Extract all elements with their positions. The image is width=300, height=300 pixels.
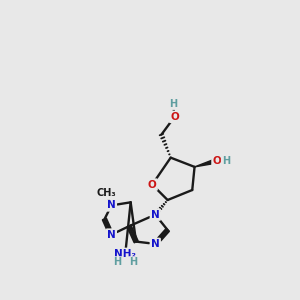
- Text: N: N: [151, 210, 160, 220]
- Text: NH₂: NH₂: [114, 249, 136, 259]
- Text: O: O: [148, 180, 157, 190]
- Text: H: H: [129, 257, 137, 267]
- Text: H: H: [222, 156, 230, 166]
- Text: H: H: [169, 99, 177, 109]
- Text: N: N: [107, 200, 116, 210]
- Text: O: O: [170, 112, 179, 122]
- Polygon shape: [195, 158, 218, 167]
- Text: N: N: [107, 230, 116, 240]
- Text: H: H: [113, 257, 122, 267]
- Text: N: N: [151, 239, 160, 249]
- Text: O: O: [212, 156, 221, 166]
- Text: CH₃: CH₃: [96, 188, 116, 198]
